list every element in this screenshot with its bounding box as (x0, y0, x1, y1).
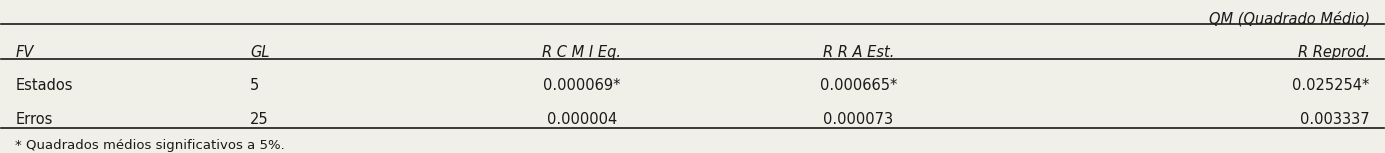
Text: Estados: Estados (15, 78, 72, 93)
Text: 0.000073: 0.000073 (823, 112, 893, 127)
Text: 5: 5 (251, 78, 259, 93)
Text: GL: GL (251, 45, 270, 60)
Text: 25: 25 (251, 112, 269, 127)
Text: * Quadrados médios significativos a 5%.: * Quadrados médios significativos a 5%. (15, 139, 285, 152)
Text: R C M I Eq.: R C M I Eq. (543, 45, 622, 60)
Text: Erros: Erros (15, 112, 53, 127)
Text: 0.000665*: 0.000665* (820, 78, 897, 93)
Text: 0.000069*: 0.000069* (543, 78, 620, 93)
Text: R R A Est.: R R A Est. (823, 45, 895, 60)
Text: 0.003337: 0.003337 (1301, 112, 1370, 127)
Text: QM (Quadrado Médio): QM (Quadrado Médio) (1209, 11, 1370, 26)
Text: FV: FV (15, 45, 33, 60)
Text: R Reprod.: R Reprod. (1298, 45, 1370, 60)
Text: 0.000004: 0.000004 (547, 112, 618, 127)
Text: 0.025254*: 0.025254* (1292, 78, 1370, 93)
